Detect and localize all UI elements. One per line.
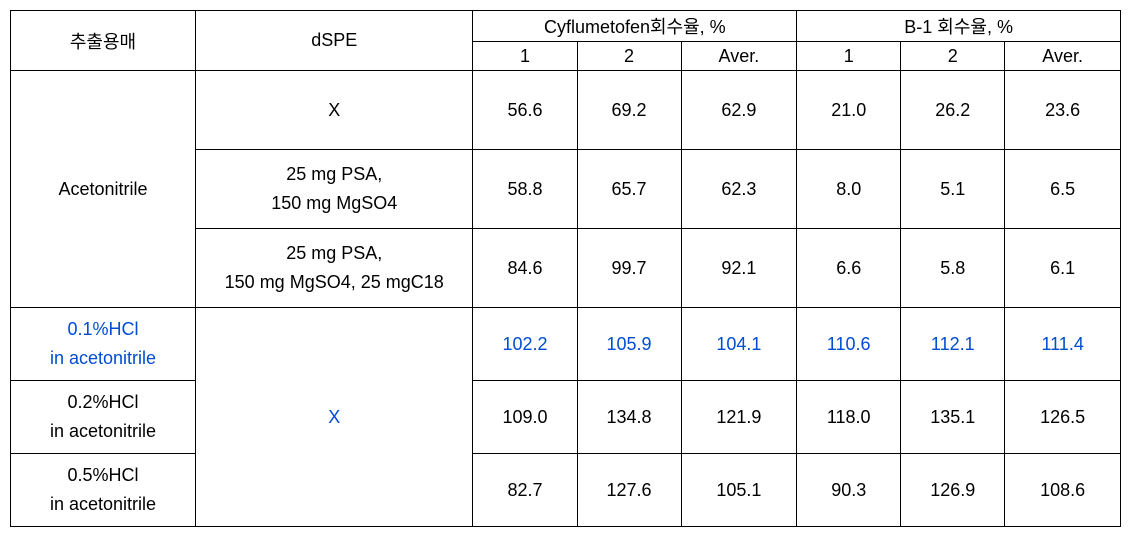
table-row: 0.1%HCl in acetonitrile X 102.2 105.9 10… [11,308,1121,381]
cell-value: 109.0 [473,381,577,454]
cell-value: 8.0 [797,150,901,229]
cell-value: 99.7 [577,229,681,308]
cell-value: 111.4 [1005,308,1121,381]
cell-value: 105.1 [681,454,797,527]
table-row: Acetonitrile X 56.6 69.2 62.9 21.0 26.2 … [11,71,1121,150]
table-row: 0.2%HCl in acetonitrile 109.0 134.8 121.… [11,381,1121,454]
cell-value: 92.1 [681,229,797,308]
cell-value: 126.9 [901,454,1005,527]
header-row-1: 추출용매 dSPE Cyflumetofen회수율, % B-1 회수율, % [11,11,1121,42]
dspe-line1: 25 mg PSA, [286,243,382,263]
cell-value: 84.6 [473,229,577,308]
cell-value: 102.2 [473,308,577,381]
cell-value: 56.6 [473,71,577,150]
solvent-line1: 0.5%HCl [67,465,138,485]
cell-solvent-hcl: 0.1%HCl in acetonitrile [11,308,196,381]
solvent-line2: in acetonitrile [50,494,156,514]
cell-value: 121.9 [681,381,797,454]
dspe-line2: 150 mg MgSO4, 25 mgC18 [225,272,444,292]
solvent-line1: 0.2%HCl [67,392,138,412]
cell-value: 126.5 [1005,381,1121,454]
dspe-line1: 25 mg PSA, [286,164,382,184]
cell-value: 105.9 [577,308,681,381]
cell-value: 82.7 [473,454,577,527]
cell-value: 62.9 [681,71,797,150]
cell-value: 134.8 [577,381,681,454]
cell-value: 5.1 [901,150,1005,229]
cell-value: 58.8 [473,150,577,229]
cell-value: 65.7 [577,150,681,229]
sub-c2: 2 [577,42,681,71]
cell-value: 5.8 [901,229,1005,308]
cell-value: 21.0 [797,71,901,150]
dspe-line2: 150 mg MgSO4 [271,193,397,213]
cell-value: 69.2 [577,71,681,150]
cell-value: 112.1 [901,308,1005,381]
recovery-table: 추출용매 dSPE Cyflumetofen회수율, % B-1 회수율, % … [10,10,1121,527]
cell-solvent-hcl: 0.2%HCl in acetonitrile [11,381,196,454]
cell-value: 110.6 [797,308,901,381]
cell-dspe: 25 mg PSA, 150 mg MgSO4 [195,150,472,229]
cell-value: 62.3 [681,150,797,229]
cell-value: 23.6 [1005,71,1121,150]
cell-value: 6.5 [1005,150,1121,229]
cell-dspe: X [195,71,472,150]
cell-solvent-acetonitrile: Acetonitrile [11,71,196,308]
cell-value: 6.6 [797,229,901,308]
cell-value: 104.1 [681,308,797,381]
cell-value: 90.3 [797,454,901,527]
header-b1: B-1 회수율, % [797,11,1121,42]
cell-dspe: 25 mg PSA, 150 mg MgSO4, 25 mgC18 [195,229,472,308]
cell-value: 135.1 [901,381,1005,454]
cell-value: 127.6 [577,454,681,527]
header-solvent: 추출용매 [11,11,196,71]
sub-caver: Aver. [681,42,797,71]
cell-solvent-hcl: 0.5%HCl in acetonitrile [11,454,196,527]
solvent-line1: 0.1%HCl [67,319,138,339]
solvent-line2: in acetonitrile [50,348,156,368]
table-row: 0.5%HCl in acetonitrile 82.7 127.6 105.1… [11,454,1121,527]
cell-value: 26.2 [901,71,1005,150]
sub-baver: Aver. [1005,42,1121,71]
cell-dspe-x: X [195,308,472,527]
header-cyflumetofen: Cyflumetofen회수율, % [473,11,797,42]
cell-value: 6.1 [1005,229,1121,308]
sub-b2: 2 [901,42,1005,71]
cell-value: 108.6 [1005,454,1121,527]
cell-value: 118.0 [797,381,901,454]
sub-b1: 1 [797,42,901,71]
header-dspe: dSPE [195,11,472,71]
sub-c1: 1 [473,42,577,71]
solvent-line2: in acetonitrile [50,421,156,441]
